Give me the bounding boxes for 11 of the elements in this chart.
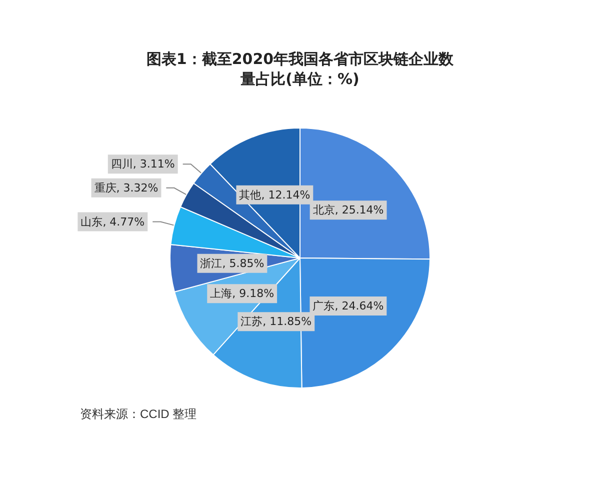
slice-label: 江苏, 11.85% (240, 315, 312, 328)
slice-label: 北京, 25.14% (312, 204, 384, 217)
text: 资料来源：CCID 整理 (80, 407, 197, 421)
slice-label: 四川, 3.11% (110, 158, 175, 171)
slice-label: 浙江, 5.85% (200, 256, 264, 270)
chart-title: 图表1：截至2020年我国各省市区块链企业数量占比(单位：%) (146, 50, 455, 88)
slice-label: 上海, 9.18% (210, 287, 274, 300)
slice-label: 重庆, 3.32% (94, 181, 158, 194)
slice-label: 广东, 24.64% (312, 299, 384, 312)
slice-label: 其他, 12.14% (239, 188, 310, 202)
slice-label: 山东, 4.77% (80, 215, 145, 228)
